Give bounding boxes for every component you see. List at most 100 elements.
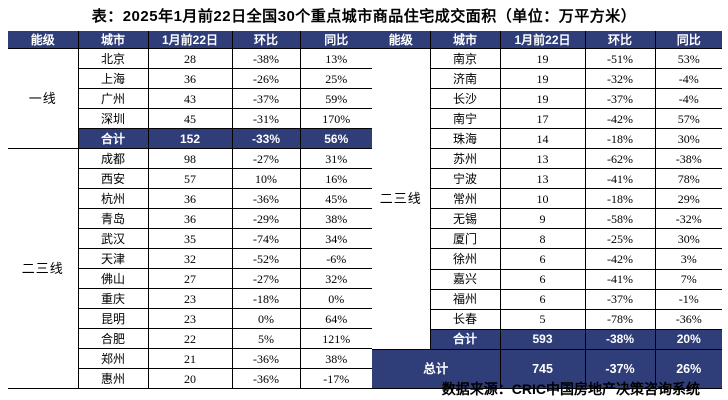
mom-cell: -62% [584, 148, 656, 170]
mom-cell: -29% [231, 208, 301, 229]
tier-cell: 二三线 [372, 48, 431, 350]
table-row: 南宁 17 -42% 57% [372, 108, 722, 130]
city-cell: 青岛 [77, 208, 149, 229]
table-row: 武汉 35 -74% 34% [8, 228, 372, 249]
city-cell: 郑州 [77, 348, 149, 369]
table-row: 杭州 36 -36% 45% [8, 188, 372, 209]
value-cell: 35 [147, 228, 233, 249]
value-cell: 745 [499, 348, 586, 390]
mom-cell: -26% [231, 68, 301, 89]
mom-cell: 5% [231, 328, 301, 349]
mom-cell: -38% [584, 328, 656, 350]
city-cell: 嘉兴 [429, 268, 501, 290]
value-cell: 19 [499, 47, 586, 70]
yoy-cell: 53% [654, 47, 722, 70]
mom-cell: -27% [231, 268, 301, 289]
mom-cell: -37% [584, 88, 656, 110]
yoy-cell: 31% [299, 148, 372, 169]
city-cell: 徐州 [429, 248, 501, 270]
city-cell: 昆明 [77, 308, 149, 329]
city-cell: 深圳 [77, 108, 149, 129]
yoy-cell: 32% [299, 268, 372, 289]
yoy-cell: 20% [654, 328, 722, 350]
mom-cell: -18% [584, 128, 656, 150]
grand-total-row: 总计 745 -37% 26% [372, 348, 722, 390]
city-cell: 惠州 [77, 368, 149, 389]
mom-cell: -41% [584, 168, 656, 190]
mom-cell: -36% [231, 348, 301, 369]
yoy-cell: 38% [299, 348, 372, 369]
table-row: 重庆 23 -18% 0% [8, 288, 372, 309]
column-header-tier: 能级 [372, 31, 431, 49]
city-cell: 佛山 [77, 268, 149, 289]
city-cell: 南宁 [429, 108, 501, 130]
value-cell: 14 [499, 128, 586, 150]
yoy-cell: 45% [299, 188, 372, 209]
column-header-value: 1月前22日 [147, 31, 233, 49]
mom-cell: -31% [231, 108, 301, 129]
city-cell: 成都 [77, 148, 149, 169]
mom-cell: -25% [584, 228, 656, 250]
mom-cell: -37% [584, 348, 656, 390]
city-cell: 厦门 [429, 228, 501, 250]
yoy-cell: 25% [299, 68, 372, 89]
city-cell: 南京 [429, 47, 501, 70]
value-cell: 5 [499, 308, 586, 330]
yoy-cell: 78% [654, 168, 722, 190]
yoy-cell: 30% [654, 228, 722, 250]
table-row: 西安 57 10% 16% [8, 168, 372, 189]
tables-wrapper: 能级 城市 1月前22日 环比 同比 一线 北京 28 -38% 13% 上海 36 -26%… [8, 31, 722, 390]
column-header-mom: 环比 [584, 31, 656, 49]
subtotal-label-cell: 合计 [77, 128, 149, 149]
table-row: 无锡 9 -58% -32% [372, 208, 722, 230]
table-row: 徐州 6 -42% 3% [372, 248, 722, 270]
yoy-cell: 30% [654, 128, 722, 150]
value-cell: 32 [147, 248, 233, 269]
value-cell: 21 [147, 348, 233, 369]
grand-total-label-cell: 总计 [372, 348, 501, 390]
city-cell: 重庆 [77, 288, 149, 309]
yoy-cell: 57% [654, 108, 722, 130]
right-header-row: 能级 城市 1月前22日 环比 同比 [372, 31, 722, 49]
value-cell: 36 [147, 68, 233, 89]
mom-cell: -78% [584, 308, 656, 330]
value-cell: 9 [499, 208, 586, 230]
subtotal-label-cell: 合计 [429, 328, 501, 350]
yoy-cell: -38% [654, 148, 722, 170]
city-cell: 苏州 [429, 148, 501, 170]
table-row: 昆明 23 0% 64% [8, 308, 372, 329]
value-cell: 152 [147, 128, 233, 149]
value-cell: 13 [499, 168, 586, 190]
left-table-body: 一线 北京 28 -38% 13% 上海 36 -26% 25% 广州 43 -37% 59% 深圳 45-… [8, 48, 372, 389]
yoy-cell: -6% [299, 248, 372, 269]
yoy-cell: 64% [299, 308, 372, 329]
mom-cell: -27% [231, 148, 301, 169]
table-row: 常州 10 -18% 29% [372, 188, 722, 210]
city-cell: 合肥 [77, 328, 149, 349]
table-row: 惠州 20 -36% -17% [8, 368, 372, 389]
mom-cell: -58% [584, 208, 656, 230]
value-cell: 6 [499, 248, 586, 270]
mom-cell: 0% [231, 308, 301, 329]
column-header-yoy: 同比 [299, 31, 372, 49]
yoy-cell: 38% [299, 208, 372, 229]
column-header-tier: 能级 [8, 31, 79, 49]
mom-cell: -38% [231, 48, 301, 69]
data-source-note: 数据来源：CRIC中国房地产决策咨询系统 [441, 381, 700, 397]
value-cell: 593 [499, 328, 586, 350]
table-row: 二三线 成都 98 -27% 31% [8, 148, 372, 389]
column-header-mom: 环比 [231, 31, 301, 49]
yoy-cell: 3% [654, 248, 722, 270]
table-row: 嘉兴 6 -41% 7% [372, 268, 722, 290]
value-cell: 10 [499, 188, 586, 210]
yoy-cell: 26% [654, 348, 722, 390]
table-row: 福州 6 -37% -1% [372, 288, 722, 310]
city-cell: 广州 [77, 88, 149, 109]
yoy-cell: -32% [654, 208, 722, 230]
mom-cell: -32% [584, 68, 656, 90]
value-cell: 19 [499, 68, 586, 90]
tier-cell: 二三线 [8, 148, 79, 389]
mom-cell: -51% [584, 47, 656, 70]
mom-cell: -41% [584, 268, 656, 290]
mom-cell: -37% [231, 88, 301, 109]
